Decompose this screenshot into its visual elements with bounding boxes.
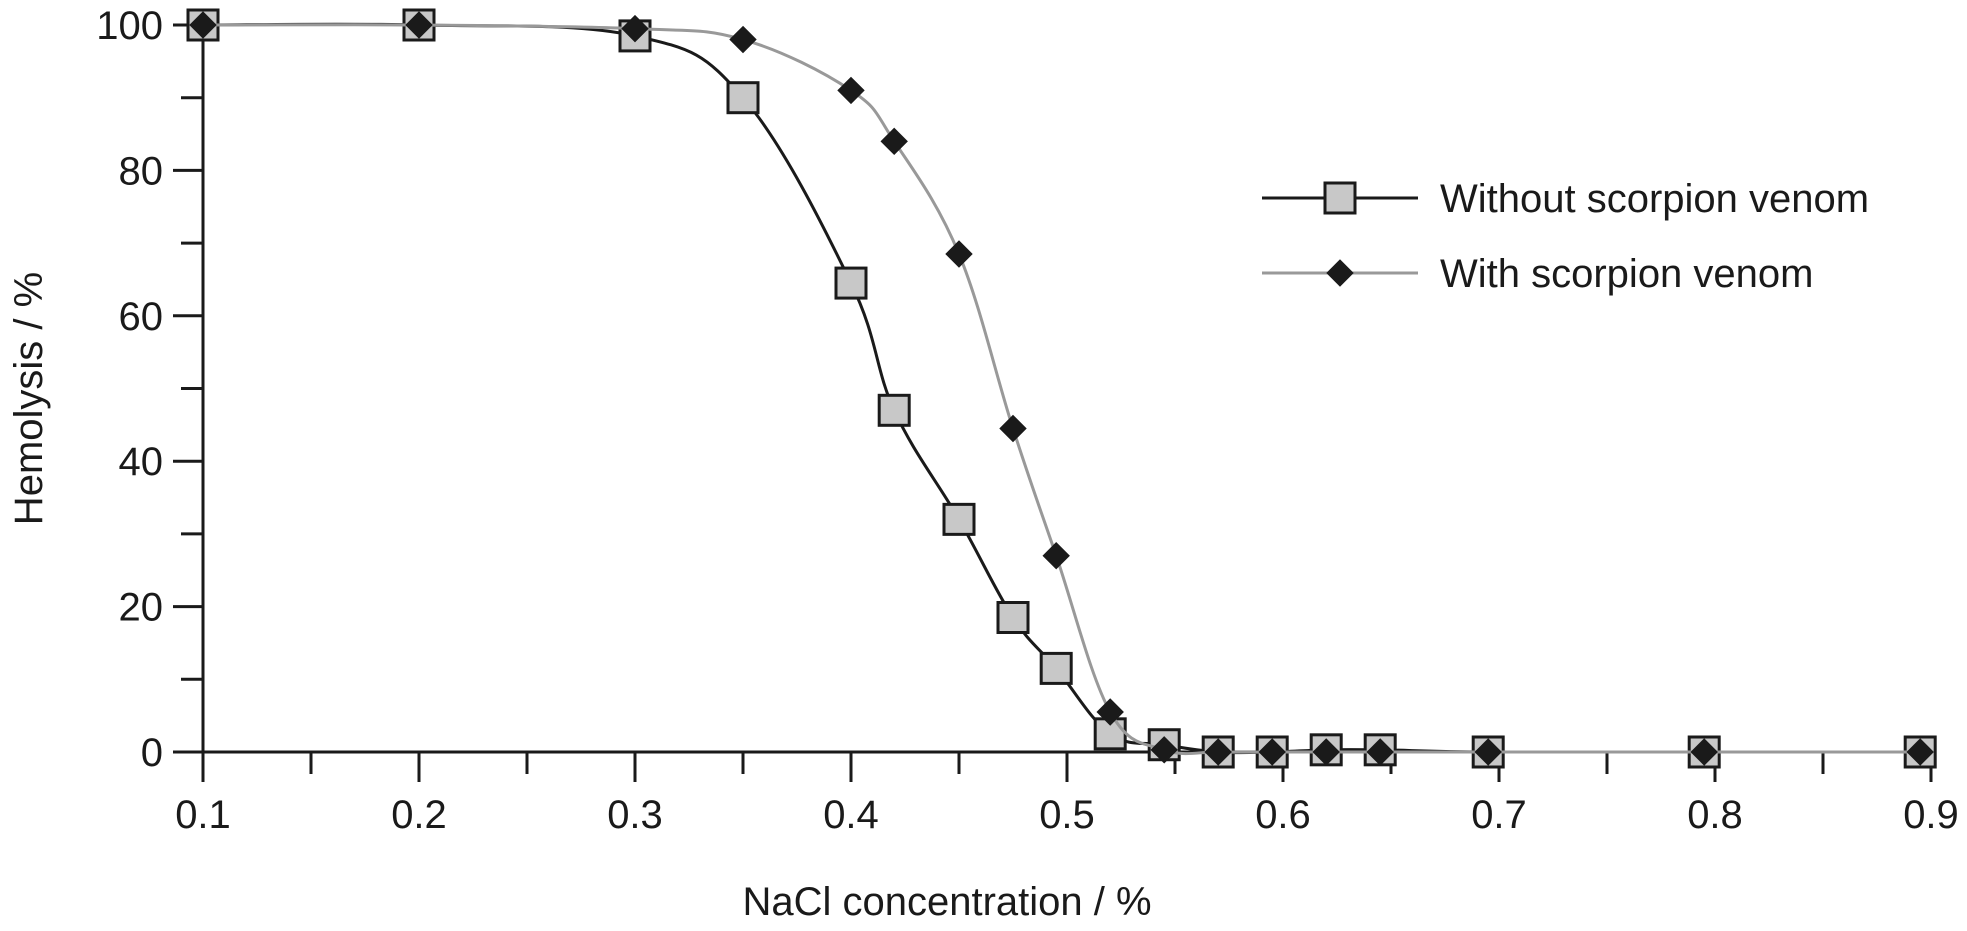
legend-label: With scorpion venom bbox=[1440, 252, 1813, 296]
data-point-diamond bbox=[1150, 736, 1178, 764]
legend-item: Without scorpion venom bbox=[1262, 177, 1869, 221]
series-line bbox=[202, 23, 1921, 756]
data-point-diamond bbox=[1326, 259, 1354, 287]
x-tick-label: 0.5 bbox=[1039, 793, 1095, 837]
data-point-diamond bbox=[405, 11, 433, 39]
data-point-square bbox=[834, 266, 868, 300]
x-tick-label: 0.3 bbox=[607, 793, 663, 837]
data-point-diamond bbox=[1312, 738, 1340, 766]
y-tick-label: 100 bbox=[96, 4, 163, 48]
data-point-diamond bbox=[945, 240, 973, 268]
data-point-square bbox=[1323, 181, 1357, 215]
y-tick-label: 0 bbox=[141, 731, 163, 775]
x-tick-label: 0.2 bbox=[391, 793, 447, 837]
data-point-diamond bbox=[837, 76, 865, 105]
y-tick-label: 60 bbox=[119, 295, 164, 339]
y-axis-title: Hemolysis / % bbox=[7, 272, 51, 525]
data-point-diamond bbox=[1258, 738, 1286, 766]
x-axis-title: NaCl concentration / % bbox=[742, 880, 1151, 924]
data-point-diamond bbox=[1474, 738, 1502, 766]
data-point-diamond bbox=[189, 11, 217, 39]
data-point-square bbox=[877, 393, 911, 427]
data-point-diamond bbox=[880, 127, 908, 156]
y-tick-label: 40 bbox=[119, 440, 164, 484]
data-point-square bbox=[726, 81, 760, 115]
legend-item: With scorpion venom bbox=[1262, 252, 1813, 296]
x-tick-label: 0.4 bbox=[823, 793, 879, 837]
data-point-diamond bbox=[1366, 738, 1394, 766]
x-tick-label: 0.8 bbox=[1687, 793, 1743, 837]
y-tick-label: 20 bbox=[119, 586, 164, 630]
x-tick-label: 0.6 bbox=[1255, 793, 1311, 837]
data-point-square bbox=[1039, 651, 1073, 685]
data-point-diamond bbox=[1042, 542, 1070, 570]
series-without-venom bbox=[186, 8, 1937, 769]
data-point-square bbox=[942, 502, 976, 536]
data-point-diamond bbox=[621, 14, 649, 43]
data-point-diamond bbox=[1204, 738, 1232, 766]
x-tick-label: 0.9 bbox=[1903, 793, 1959, 837]
legend: Without scorpion venom With scorpion veno… bbox=[1262, 177, 1869, 296]
legend-label: Without scorpion venom bbox=[1440, 177, 1869, 221]
data-point-diamond bbox=[1906, 738, 1934, 766]
axes bbox=[201, 23, 1933, 754]
data-point-square bbox=[996, 601, 1030, 635]
data-point-diamond bbox=[1096, 698, 1124, 726]
y-axis-ticks: 0 20 40 60 80 100 bbox=[96, 4, 203, 775]
y-tick-label: 80 bbox=[119, 149, 164, 193]
x-tick-label: 0.7 bbox=[1471, 793, 1527, 837]
x-tick-label: 0.1 bbox=[175, 793, 231, 837]
data-point-diamond bbox=[729, 25, 757, 54]
series-line bbox=[202, 22, 1921, 755]
x-axis-ticks: 0.1 0.2 0.3 0.4 0.5 0.6 0.7 0.8 0.9 bbox=[175, 752, 1959, 837]
series-with-venom bbox=[189, 11, 1934, 766]
data-point-diamond bbox=[1690, 738, 1718, 766]
data-point-diamond bbox=[999, 414, 1027, 443]
series-layer bbox=[186, 8, 1937, 769]
